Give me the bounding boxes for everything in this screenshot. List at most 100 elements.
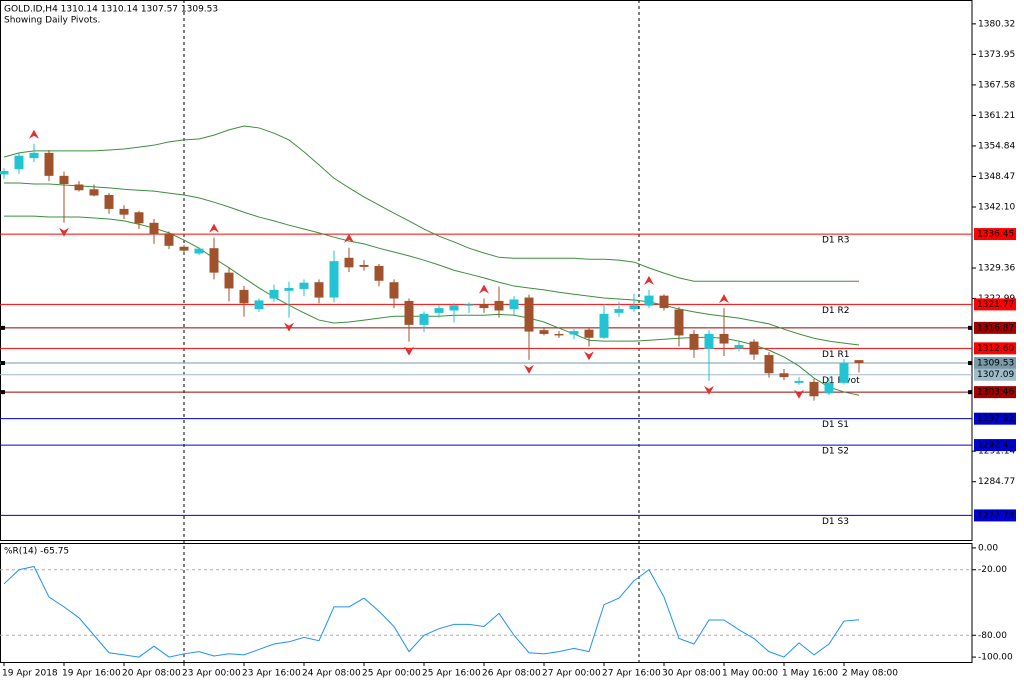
candle-body bbox=[674, 309, 684, 336]
candle-body bbox=[269, 289, 279, 299]
candle-body bbox=[434, 308, 444, 313]
y-tick-label: -80.00 bbox=[978, 631, 1007, 641]
y-tick-label: 1367.58 bbox=[978, 80, 1015, 90]
fractal-down bbox=[59, 227, 69, 237]
x-tick-label: 19 Apr 16:00 bbox=[62, 669, 121, 679]
level-name: D1 R3 bbox=[822, 236, 850, 246]
level-marker bbox=[968, 325, 972, 330]
level-price-box bbox=[974, 412, 1016, 425]
candle-body bbox=[59, 175, 69, 184]
candle-body bbox=[539, 330, 549, 334]
level-price-box bbox=[974, 386, 1016, 399]
candle-body bbox=[464, 304, 474, 306]
level-name: D1 R2 bbox=[822, 306, 850, 316]
indicator-panel-frame bbox=[0, 543, 973, 663]
candle-body bbox=[644, 295, 654, 306]
level-price-box bbox=[974, 321, 1016, 334]
candle-body bbox=[569, 331, 579, 335]
level-price-label: 1336.45 bbox=[977, 230, 1014, 240]
level-price-box bbox=[974, 357, 1016, 370]
candle-body bbox=[629, 305, 639, 310]
candle-body bbox=[839, 362, 849, 383]
candle-body bbox=[734, 344, 744, 349]
y-tick-label: 1284.77 bbox=[978, 477, 1015, 487]
y-tick-label: 1354.84 bbox=[978, 141, 1015, 151]
x-tick-label: 19 Apr 2018 bbox=[2, 669, 58, 679]
candle-body bbox=[824, 382, 834, 394]
indicator-line bbox=[3, 565, 860, 658]
x-tick-label: 27 Apr 16:00 bbox=[602, 669, 661, 679]
y-tick-label: 1329.36 bbox=[978, 264, 1015, 274]
level-name: D1 S1 bbox=[822, 420, 849, 430]
candle-body bbox=[479, 304, 489, 309]
candle-body bbox=[344, 257, 354, 268]
level-name: D1 R1 bbox=[822, 350, 850, 360]
candle-body bbox=[494, 300, 504, 311]
x-tick-label: 25 Apr 00:00 bbox=[362, 669, 421, 679]
candle-body bbox=[854, 360, 864, 364]
x-tick-label: 1 May 16:00 bbox=[782, 669, 838, 679]
candle-body bbox=[314, 282, 324, 298]
level-name: D1 S2 bbox=[822, 447, 849, 457]
fractal-up bbox=[209, 223, 219, 233]
x-tick-label: 20 Apr 08:00 bbox=[122, 669, 181, 679]
x-tick-label: 25 Apr 16:00 bbox=[422, 669, 481, 679]
level-price-label: 1303.46 bbox=[977, 388, 1014, 398]
candle-body bbox=[689, 333, 699, 350]
candle-body bbox=[794, 380, 804, 383]
level-price-label: 1277.73 bbox=[977, 511, 1014, 521]
x-tick-label: 23 Apr 16:00 bbox=[242, 669, 301, 679]
candle-body bbox=[284, 287, 294, 291]
level-marker bbox=[1, 361, 5, 366]
candle-body bbox=[74, 184, 84, 191]
x-tick-label: 26 Apr 08:00 bbox=[482, 669, 541, 679]
candle-body bbox=[584, 329, 594, 338]
candle-body bbox=[554, 333, 564, 336]
y-tick-label: 1361.21 bbox=[978, 111, 1015, 121]
symbol-line: GOLD.ID,H4 1310.14 1310.14 1307.57 1309.… bbox=[4, 5, 218, 15]
candle-body bbox=[704, 333, 714, 349]
candle-body bbox=[104, 195, 114, 209]
candle-body bbox=[194, 248, 204, 254]
fractal-down bbox=[794, 389, 804, 399]
level-price-box bbox=[974, 228, 1016, 241]
candle-body bbox=[779, 373, 789, 378]
candle-body bbox=[374, 265, 384, 281]
candle-body bbox=[449, 305, 459, 311]
level-marker bbox=[968, 390, 972, 395]
level-price-label: 1292.41 bbox=[977, 441, 1014, 451]
x-tick-label: 1 May 00:00 bbox=[722, 669, 778, 679]
fractal-down bbox=[284, 322, 294, 332]
level-price-box bbox=[974, 342, 1016, 355]
candle-body bbox=[524, 297, 534, 332]
candle-body bbox=[299, 282, 309, 289]
level-price-label: 1309.53 bbox=[977, 359, 1014, 369]
candle-body bbox=[404, 300, 414, 325]
x-tick-label: 23 Apr 00:00 bbox=[182, 669, 241, 679]
y-tick-label: 1348.47 bbox=[978, 172, 1015, 182]
fractal-up bbox=[344, 233, 354, 243]
band-line bbox=[4, 215, 860, 396]
candle-body bbox=[719, 333, 729, 344]
candle-body bbox=[359, 264, 369, 267]
y-tick-label: 1380.32 bbox=[978, 19, 1015, 29]
fractal-down bbox=[584, 351, 594, 361]
level-price-label: 1297.92 bbox=[977, 414, 1014, 424]
candle-body bbox=[599, 313, 609, 338]
fractal-up bbox=[719, 294, 729, 304]
candle-body bbox=[224, 272, 234, 289]
candle-body bbox=[614, 309, 624, 313]
candle-body bbox=[0, 171, 9, 175]
level-price-label: 1312.60 bbox=[977, 344, 1014, 354]
candle-body bbox=[389, 282, 399, 299]
level-price-box bbox=[974, 439, 1016, 452]
band-line bbox=[4, 182, 860, 346]
candle-body bbox=[14, 155, 24, 170]
level-price-box bbox=[974, 298, 1016, 311]
candle-body bbox=[659, 295, 669, 309]
x-tick-label: 30 Apr 08:00 bbox=[662, 669, 721, 679]
candle-body bbox=[29, 152, 39, 159]
level-price-box bbox=[974, 509, 1016, 522]
